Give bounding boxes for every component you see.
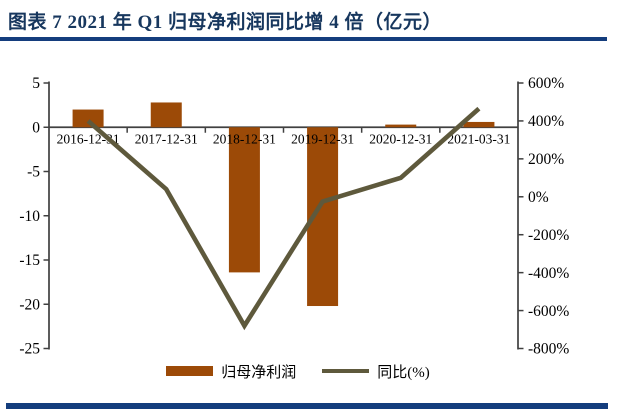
y-axis-right-label: 400% <box>528 113 564 130</box>
net-profit-bar <box>72 109 104 128</box>
y-axis-right-label: 0% <box>528 189 549 206</box>
y-axis-right-label: -800% <box>528 341 569 358</box>
net-profit-bar-swatch <box>166 366 214 376</box>
net-profit-bar <box>463 121 495 128</box>
y-axis-left-label: -5 <box>27 164 40 181</box>
y-axis-left-label: -20 <box>19 296 40 313</box>
y-axis-right-label: -200% <box>528 227 569 244</box>
legend-label-yoy: 同比(%) <box>377 364 430 381</box>
net-profit-bar <box>150 102 182 128</box>
y-axis-left-label: -15 <box>19 252 40 269</box>
y-axis-right-label: -400% <box>528 265 569 282</box>
x-axis-label: 2019-12-31 <box>291 132 354 147</box>
x-axis-label: 2017-12-31 <box>135 132 198 147</box>
x-axis-label: 2020-12-31 <box>369 132 432 147</box>
figure-title: 图表 7 2021 年 Q1 归母净利润同比增 4 倍（亿元） <box>8 12 443 33</box>
y-axis-right-label: 200% <box>528 151 564 168</box>
x-axis-label: 2018-12-31 <box>213 132 276 147</box>
net-profit-bar <box>228 127 260 273</box>
legend-label-net-profit: 归母净利润 <box>221 364 297 381</box>
y-axis-right-label: 600% <box>528 75 564 92</box>
y-axis-left-label: -10 <box>19 208 40 225</box>
x-axis-label: 2021-03-31 <box>447 132 510 147</box>
legend-item-yoy: 同比(%) <box>322 361 430 382</box>
y-axis-left-label: 0 <box>32 119 40 136</box>
title-underline-rule <box>0 37 607 41</box>
yoy-line-swatch <box>322 368 370 374</box>
legend-item-net-profit: 归母净利润 <box>166 361 296 382</box>
yoy-line <box>86 106 481 331</box>
y-axis-left-label: 5 <box>32 75 40 92</box>
y-axis-left-label: -25 <box>19 341 40 358</box>
figure-bottom-rule <box>6 403 608 409</box>
chart-legend: 归母净利润 同比(%) <box>0 360 596 382</box>
net-profit-bar <box>385 124 417 128</box>
y-axis-right-label: -600% <box>528 303 569 320</box>
